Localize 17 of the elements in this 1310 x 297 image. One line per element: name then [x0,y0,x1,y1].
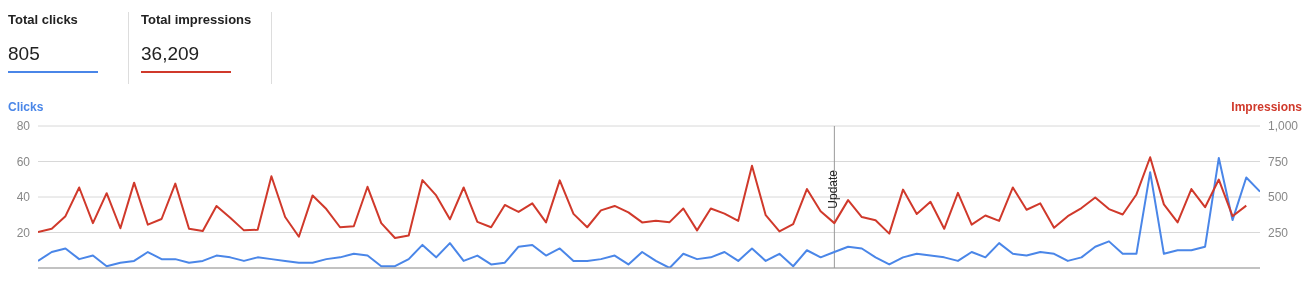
y-tick-label: 20 [16,225,31,240]
line-series [38,156,1248,240]
y2-tick-label: 1,000 [1268,119,1299,134]
line-series [38,156,1260,268]
y2-tick-label: 750 [1268,154,1289,169]
annotation: Update [825,169,840,209]
text: Total impressions [141,12,253,27]
text: Total clicks [8,12,79,27]
y-tick-label: 80 [16,119,31,134]
y-tick-label: 40 [16,190,31,205]
y2-axis-title: Impressions [1231,100,1302,116]
y-tick-label: 60 [16,154,31,169]
y2-tick-label: 250 [1268,225,1289,240]
text: 805 [8,43,41,65]
y-axis-title: Clicks [8,100,44,116]
text: 36,209 [141,43,201,65]
y2-tick-label: 500 [1268,190,1289,205]
